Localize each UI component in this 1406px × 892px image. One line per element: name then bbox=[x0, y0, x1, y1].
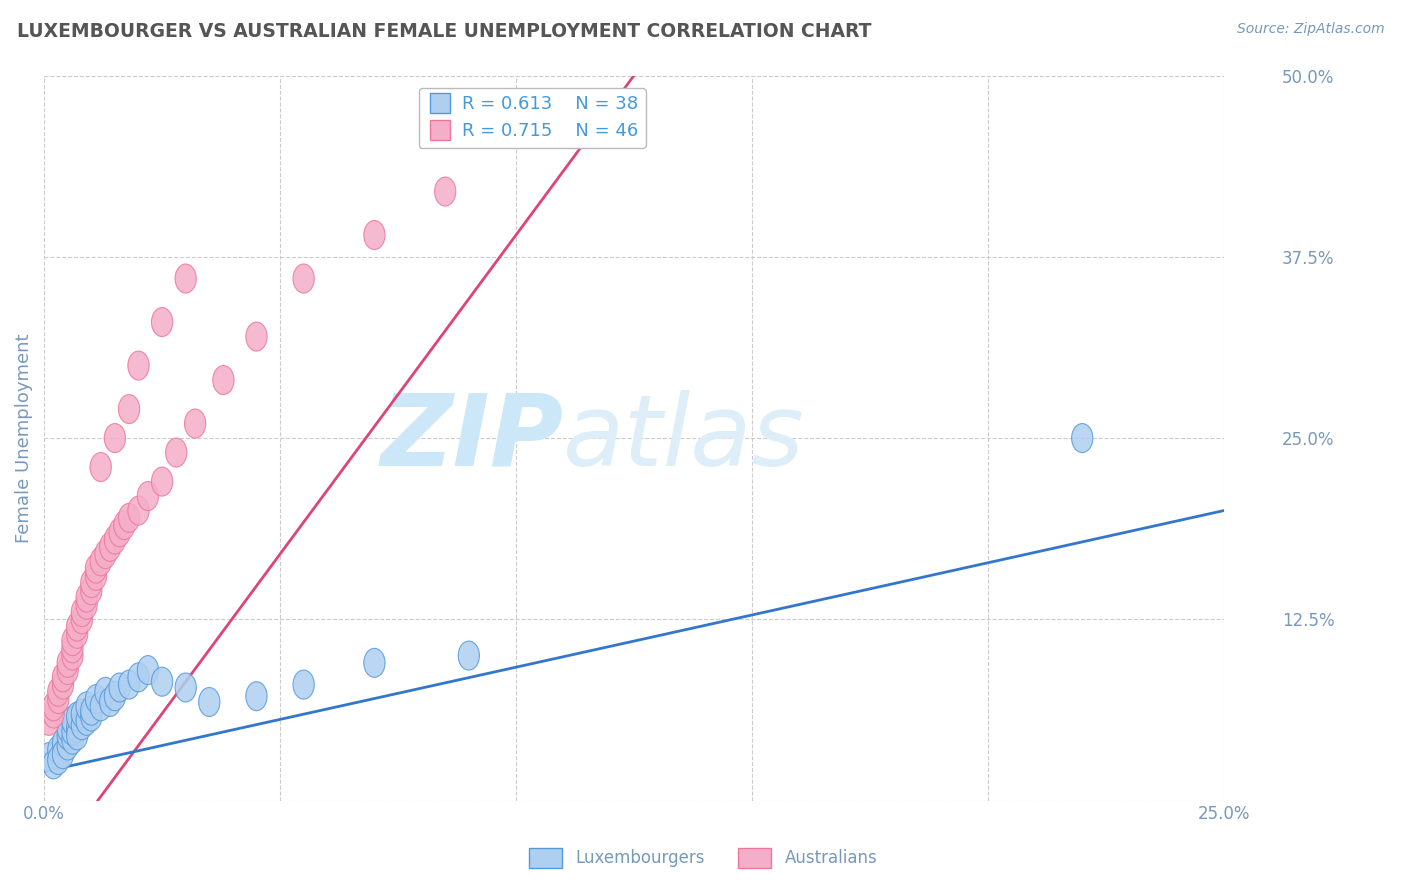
Ellipse shape bbox=[66, 612, 87, 641]
Ellipse shape bbox=[138, 482, 159, 510]
Ellipse shape bbox=[128, 351, 149, 380]
Ellipse shape bbox=[38, 706, 59, 735]
Ellipse shape bbox=[44, 750, 65, 779]
Ellipse shape bbox=[110, 673, 131, 702]
Ellipse shape bbox=[198, 688, 219, 716]
Ellipse shape bbox=[364, 220, 385, 250]
Ellipse shape bbox=[152, 467, 173, 496]
Ellipse shape bbox=[44, 692, 65, 721]
Ellipse shape bbox=[104, 525, 125, 554]
Ellipse shape bbox=[104, 681, 125, 711]
Ellipse shape bbox=[58, 648, 79, 677]
Ellipse shape bbox=[62, 706, 83, 735]
Ellipse shape bbox=[128, 663, 149, 692]
Ellipse shape bbox=[80, 696, 101, 725]
Ellipse shape bbox=[72, 699, 93, 728]
Legend: R = 0.613    N = 38, R = 0.715    N = 46: R = 0.613 N = 38, R = 0.715 N = 46 bbox=[419, 88, 645, 148]
Ellipse shape bbox=[76, 692, 97, 721]
Ellipse shape bbox=[48, 677, 69, 706]
Ellipse shape bbox=[246, 322, 267, 351]
Ellipse shape bbox=[80, 576, 101, 605]
Ellipse shape bbox=[94, 540, 117, 568]
Ellipse shape bbox=[58, 656, 79, 684]
Ellipse shape bbox=[152, 667, 173, 696]
Ellipse shape bbox=[72, 605, 93, 634]
Text: ZIP: ZIP bbox=[380, 390, 564, 486]
Ellipse shape bbox=[72, 711, 93, 739]
Ellipse shape bbox=[72, 598, 93, 626]
Ellipse shape bbox=[48, 684, 69, 714]
Ellipse shape bbox=[434, 177, 456, 206]
Y-axis label: Female Unemployment: Female Unemployment bbox=[15, 334, 32, 543]
Ellipse shape bbox=[505, 119, 527, 148]
Ellipse shape bbox=[52, 728, 73, 757]
Ellipse shape bbox=[246, 681, 267, 711]
Ellipse shape bbox=[118, 394, 139, 424]
Text: atlas: atlas bbox=[564, 390, 804, 486]
Ellipse shape bbox=[364, 648, 385, 677]
Ellipse shape bbox=[66, 619, 87, 648]
Ellipse shape bbox=[118, 503, 139, 533]
Ellipse shape bbox=[128, 496, 149, 525]
Ellipse shape bbox=[52, 670, 73, 699]
Ellipse shape bbox=[76, 706, 97, 735]
Ellipse shape bbox=[176, 264, 197, 293]
Ellipse shape bbox=[48, 735, 69, 764]
Ellipse shape bbox=[62, 626, 83, 656]
Ellipse shape bbox=[66, 714, 87, 743]
Ellipse shape bbox=[212, 366, 233, 394]
Ellipse shape bbox=[292, 670, 315, 699]
Ellipse shape bbox=[94, 677, 117, 706]
Ellipse shape bbox=[104, 424, 125, 452]
Ellipse shape bbox=[52, 739, 73, 769]
Ellipse shape bbox=[90, 547, 111, 576]
Ellipse shape bbox=[176, 673, 197, 702]
Ellipse shape bbox=[86, 561, 107, 591]
Text: Source: ZipAtlas.com: Source: ZipAtlas.com bbox=[1237, 22, 1385, 37]
Ellipse shape bbox=[76, 591, 97, 619]
Ellipse shape bbox=[118, 670, 139, 699]
Ellipse shape bbox=[62, 641, 83, 670]
Ellipse shape bbox=[66, 702, 87, 731]
Ellipse shape bbox=[458, 641, 479, 670]
Ellipse shape bbox=[86, 554, 107, 583]
Ellipse shape bbox=[100, 688, 121, 716]
Ellipse shape bbox=[292, 264, 315, 293]
Ellipse shape bbox=[52, 663, 73, 692]
Ellipse shape bbox=[62, 725, 83, 755]
Ellipse shape bbox=[184, 409, 205, 438]
Ellipse shape bbox=[114, 510, 135, 540]
Ellipse shape bbox=[90, 452, 111, 482]
Ellipse shape bbox=[58, 714, 79, 743]
Ellipse shape bbox=[48, 746, 69, 774]
Ellipse shape bbox=[80, 568, 101, 598]
Ellipse shape bbox=[152, 308, 173, 336]
Ellipse shape bbox=[80, 702, 101, 731]
Ellipse shape bbox=[138, 656, 159, 684]
Ellipse shape bbox=[62, 716, 83, 746]
Ellipse shape bbox=[86, 684, 107, 714]
Ellipse shape bbox=[62, 634, 83, 663]
Ellipse shape bbox=[1071, 424, 1092, 452]
Ellipse shape bbox=[66, 721, 87, 750]
Legend: Luxembourgers, Australians: Luxembourgers, Australians bbox=[522, 841, 884, 875]
Ellipse shape bbox=[90, 692, 111, 721]
Ellipse shape bbox=[38, 743, 59, 772]
Ellipse shape bbox=[100, 533, 121, 561]
Ellipse shape bbox=[58, 731, 79, 760]
Ellipse shape bbox=[76, 583, 97, 612]
Ellipse shape bbox=[110, 518, 131, 547]
Ellipse shape bbox=[58, 721, 79, 750]
Text: LUXEMBOURGER VS AUSTRALIAN FEMALE UNEMPLOYMENT CORRELATION CHART: LUXEMBOURGER VS AUSTRALIAN FEMALE UNEMPL… bbox=[17, 22, 872, 41]
Ellipse shape bbox=[44, 699, 65, 728]
Ellipse shape bbox=[166, 438, 187, 467]
